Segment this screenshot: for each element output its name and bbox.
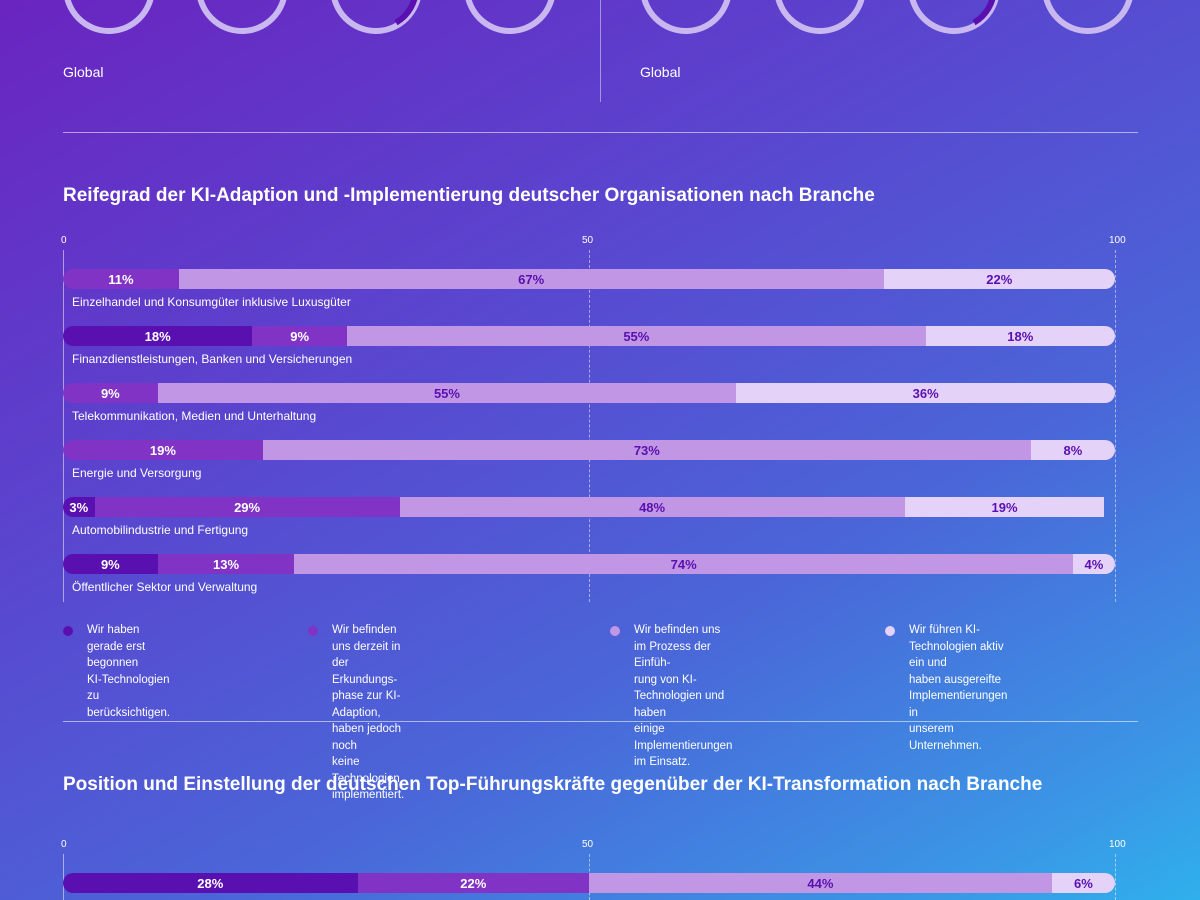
donut-6 [774,0,866,34]
chart1-tick-0: 0 [61,235,67,246]
chart2-gridline-100 [1115,854,1116,900]
chart1-gridline-50 [589,250,590,602]
chart1-bar-4-segment-3: 73% [262,440,1031,460]
legend-text-2: Wir befinden uns derzeit in der Erkundun… [332,624,405,801]
chart1-bar-6-segment-4: 4% [1072,554,1115,574]
chart1-bar-3-segment-3: 55% [157,383,737,403]
left-region-label: Global [63,64,104,80]
chart1-gridline-100 [1115,250,1116,602]
chart1-bar-4-segment-2: 19% [63,440,263,460]
chart1-axis-0 [63,250,64,602]
right-region-label: Global [640,64,681,80]
chart2-bar-1-segment-2: 22% [357,873,589,893]
chart1-bar-6-segment-1: 9% [63,554,158,574]
legend-dot-1 [63,626,73,636]
chart1-bar-2-segment-3: 55% [347,326,926,346]
chart1-category-label-5: Automobilindustrie und Fertigung [72,523,249,537]
chart2-bar-1-segment-1: 28% [63,873,358,893]
chart1-category-label-3: Telekommunikation, Medien und Unterhaltu… [72,409,317,423]
chart1-bar-5-segment-1: 3% [63,497,95,517]
section-divider-2 [63,721,1138,722]
chart2-bar-1-segment-4: 6% [1051,873,1115,893]
section-divider-1 [63,132,1138,133]
chart2-tick-100: 100 [1109,839,1126,850]
chart2-title: Position und Einstellung der deutschen T… [63,774,1043,795]
chart2-bar-1-segment-3: 44% [589,873,1052,893]
section-vertical-divider [600,0,601,102]
chart1-bar-3-segment-4: 36% [736,383,1115,403]
chart1-bar-1: 11% 67% 22% [63,269,1115,289]
legend-dot-2 [308,626,318,636]
chart1-bar-5: 3% 29% 48% 19% [63,497,1115,517]
chart1-category-label-6: Öffentlicher Sektor und Verwaltung [72,580,258,594]
chart1-bar-2-segment-2: 9% [252,326,348,346]
chart1-bar-4: 19% 73% 8% [63,440,1115,460]
legend-dot-4 [885,626,895,636]
donut-5 [640,0,732,34]
donut-4 [464,0,556,34]
chart1-bar-1-segment-4: 22% [883,269,1115,289]
chart1-bar-3-segment-2: 9% [63,383,158,403]
chart1-bar-2-segment-1: 18% [63,326,253,346]
legend-dot-3 [610,626,620,636]
chart1-bar-4-segment-4: 8% [1030,440,1115,460]
chart1-bar-3: 9% 55% 36% [63,383,1115,403]
legend-text-4: Wir führen KI-Technologien aktiv ein und… [909,624,1008,752]
donut-8 [1042,0,1134,34]
chart1-tick-100: 100 [1109,235,1126,246]
chart2-tick-0: 0 [61,839,67,850]
legend-text-3: Wir befinden uns im Prozess der Einfüh- … [634,624,733,768]
legend-text-1: Wir haben gerade erst begonnen KI-Techno… [87,624,171,719]
donut-2 [196,0,288,34]
chart1-tick-50: 50 [582,235,594,246]
chart1-bar-1-segment-3: 67% [178,269,884,289]
chart1-title: Reifegrad der KI-Adaption und -Implement… [63,185,875,206]
donut-3 [330,0,422,34]
chart1-bar-2-segment-4: 18% [925,326,1115,346]
chart1-bar-1-segment-2: 11% [63,269,179,289]
chart1-bar-2: 18% 9% 55% 18% [63,326,1115,346]
chart1-bar-6-segment-3: 74% [294,554,1073,574]
donut-7 [908,0,1000,34]
chart2-bar-1: 28% 22% 44% 6% [63,873,1115,893]
chart1-category-label-1: Einzelhandel und Konsumgüter inklusive L… [72,295,351,309]
chart1-bar-5-segment-3: 48% [399,497,905,517]
donut-1 [63,0,155,34]
chart1-bar-5-segment-2: 29% [94,497,400,517]
chart1-category-label-2: Finanzdienstleistungen, Banken und Versi… [72,352,353,366]
chart1-bar-5-segment-4: 19% [904,497,1105,517]
chart1-category-label-4: Energie und Versorgung [72,466,202,480]
chart1-bar-6: 9% 13% 74% 4% [63,554,1115,574]
chart2-tick-50: 50 [582,839,594,850]
chart1-bar-6-segment-2: 13% [157,554,295,574]
